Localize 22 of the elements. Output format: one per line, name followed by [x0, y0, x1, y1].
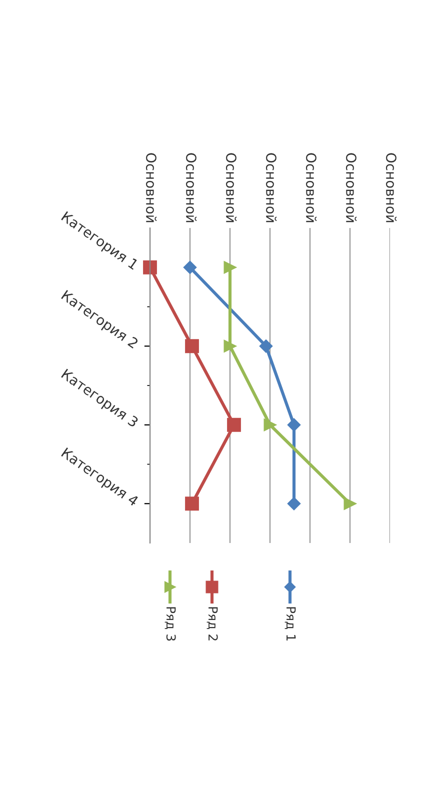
text: Основной: [346, 153, 357, 222]
point: [143, 260, 157, 274]
point: [183, 260, 197, 274]
text: Основной: [266, 153, 277, 222]
point: [185, 496, 199, 511]
point: [227, 418, 241, 432]
text: Основной: [186, 153, 197, 222]
text: Основной: [306, 153, 317, 222]
point: [259, 340, 273, 353]
legend-label: Ряд 2: [206, 607, 218, 640]
legend-label: Ряд 3: [164, 607, 176, 641]
point: [287, 418, 301, 432]
text: Основной: [386, 153, 397, 222]
legend-label: Ряд 1: [284, 607, 296, 640]
text: Основной: [226, 153, 237, 222]
text: Основной: [146, 153, 157, 222]
point: [224, 340, 236, 352]
point: [264, 418, 276, 432]
point: [224, 261, 236, 274]
point: [344, 497, 356, 510]
point: [287, 497, 301, 510]
point: [185, 339, 199, 354]
